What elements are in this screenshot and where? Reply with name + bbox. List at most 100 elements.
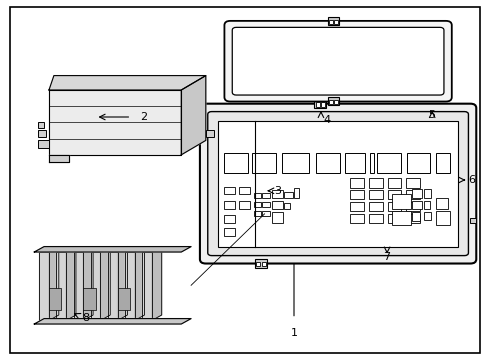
Bar bbox=[436, 211, 450, 225]
Text: 6: 6 bbox=[468, 175, 475, 185]
Bar bbox=[329, 20, 333, 24]
Bar bbox=[282, 153, 309, 173]
Polygon shape bbox=[100, 247, 110, 320]
Bar bbox=[224, 153, 248, 173]
Bar bbox=[406, 202, 420, 211]
Polygon shape bbox=[142, 252, 152, 320]
Bar bbox=[284, 192, 293, 198]
Bar bbox=[254, 211, 261, 216]
Bar bbox=[255, 259, 267, 268]
Bar bbox=[294, 188, 299, 198]
Bar bbox=[256, 262, 260, 266]
Bar bbox=[412, 189, 422, 198]
Text: 1: 1 bbox=[291, 328, 297, 338]
Bar bbox=[224, 228, 235, 236]
FancyBboxPatch shape bbox=[208, 112, 468, 256]
Text: 8: 8 bbox=[82, 312, 90, 323]
Bar bbox=[262, 193, 270, 198]
Bar bbox=[224, 215, 235, 223]
Polygon shape bbox=[56, 252, 66, 320]
Polygon shape bbox=[108, 252, 118, 320]
Bar bbox=[328, 97, 339, 105]
Bar bbox=[254, 202, 261, 207]
Text: 5: 5 bbox=[429, 109, 436, 120]
Bar bbox=[272, 201, 283, 209]
FancyBboxPatch shape bbox=[232, 27, 444, 95]
Bar bbox=[350, 214, 364, 223]
Polygon shape bbox=[34, 247, 191, 252]
Bar bbox=[369, 214, 383, 223]
Bar bbox=[406, 214, 420, 223]
Polygon shape bbox=[91, 252, 100, 320]
Polygon shape bbox=[135, 247, 145, 320]
Bar bbox=[406, 178, 420, 188]
Bar bbox=[392, 211, 411, 225]
Bar bbox=[218, 121, 458, 247]
Bar bbox=[350, 202, 364, 211]
Bar bbox=[224, 187, 235, 194]
Bar bbox=[412, 201, 422, 209]
Polygon shape bbox=[49, 155, 69, 162]
Bar bbox=[329, 100, 333, 104]
Bar bbox=[436, 153, 450, 173]
Bar bbox=[334, 20, 338, 24]
Bar bbox=[272, 212, 283, 223]
Bar bbox=[334, 100, 338, 104]
Text: 4: 4 bbox=[323, 114, 331, 125]
Polygon shape bbox=[34, 319, 191, 324]
Bar bbox=[470, 218, 476, 223]
Bar bbox=[388, 214, 401, 223]
Polygon shape bbox=[83, 247, 93, 320]
Bar bbox=[424, 201, 430, 209]
Bar bbox=[224, 201, 235, 209]
Bar bbox=[262, 262, 266, 266]
Bar bbox=[314, 99, 326, 108]
Bar bbox=[388, 178, 401, 188]
Bar bbox=[412, 212, 420, 221]
Bar bbox=[316, 153, 340, 173]
Bar bbox=[407, 153, 430, 173]
Bar bbox=[239, 201, 250, 209]
Polygon shape bbox=[66, 247, 76, 320]
Text: 7: 7 bbox=[384, 252, 391, 262]
Bar bbox=[350, 178, 364, 188]
Bar bbox=[206, 130, 214, 137]
Bar bbox=[262, 202, 270, 207]
Bar bbox=[38, 122, 44, 128]
Polygon shape bbox=[74, 252, 83, 320]
Polygon shape bbox=[181, 76, 206, 155]
Bar bbox=[284, 203, 290, 209]
Bar bbox=[370, 153, 374, 173]
Bar bbox=[118, 288, 130, 310]
Bar bbox=[388, 202, 401, 211]
Bar bbox=[272, 190, 283, 198]
Bar bbox=[38, 140, 49, 148]
Bar bbox=[38, 130, 46, 137]
Bar bbox=[350, 190, 364, 199]
Bar bbox=[262, 211, 270, 216]
FancyBboxPatch shape bbox=[224, 21, 452, 102]
Bar bbox=[388, 190, 401, 199]
Bar bbox=[377, 153, 401, 173]
Bar bbox=[424, 189, 431, 198]
Bar bbox=[424, 212, 431, 220]
Text: 2: 2 bbox=[140, 112, 147, 122]
Bar bbox=[369, 190, 383, 199]
Bar bbox=[369, 178, 383, 188]
Bar bbox=[345, 153, 365, 173]
Bar bbox=[392, 194, 411, 209]
Text: 3: 3 bbox=[274, 186, 281, 196]
Polygon shape bbox=[49, 76, 206, 90]
FancyBboxPatch shape bbox=[200, 104, 476, 264]
Bar bbox=[369, 202, 383, 211]
Bar bbox=[252, 153, 276, 173]
Polygon shape bbox=[118, 247, 127, 320]
Bar bbox=[406, 190, 420, 199]
Bar bbox=[316, 102, 320, 107]
Polygon shape bbox=[152, 247, 162, 320]
Bar bbox=[83, 288, 96, 310]
Bar bbox=[49, 288, 61, 310]
Polygon shape bbox=[49, 247, 59, 320]
Bar bbox=[436, 198, 448, 209]
Bar bbox=[254, 193, 261, 198]
